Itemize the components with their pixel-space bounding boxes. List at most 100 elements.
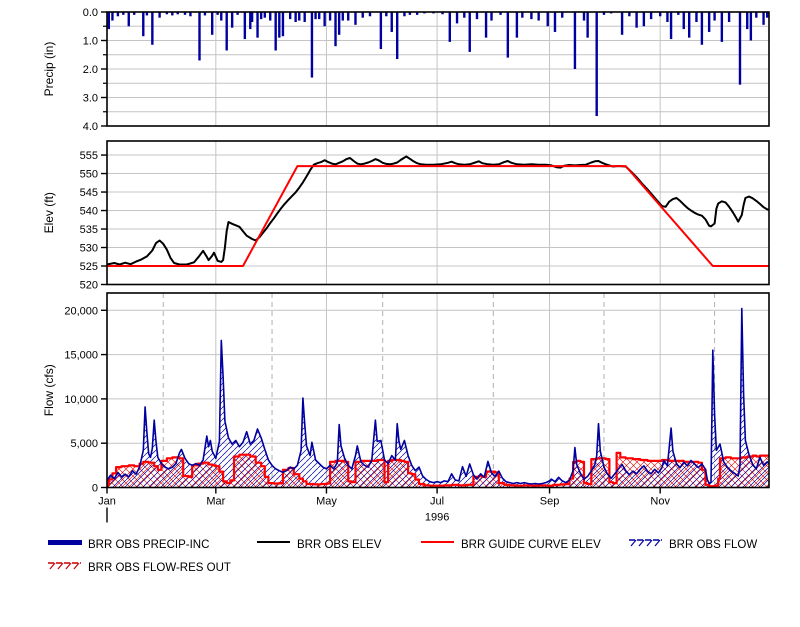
precip-bar: [171, 12, 174, 16]
precip-bar: [475, 12, 479, 20]
precip-bar: [515, 12, 519, 38]
precip-bar: [765, 12, 769, 18]
precip-bar: [281, 12, 285, 37]
legend-label: BRR OBS FLOW: [669, 539, 758, 551]
precip-bar: [216, 12, 219, 15]
precip-bar: [111, 12, 114, 21]
precip-bar: [677, 12, 680, 15]
guide-curve-swatch-icon: [421, 536, 455, 554]
elev-panel: 520 525 530 535 540 545 550 555 Elev (ft): [42, 140, 770, 292]
swatch-hatch-tick: [49, 562, 56, 570]
precip-bar: [354, 12, 357, 25]
obs-elev-swatch-icon: [257, 536, 291, 554]
precip-bar: [582, 12, 586, 21]
precip-bar: [298, 12, 301, 21]
precip-bar: [328, 12, 332, 21]
precip-bar: [203, 12, 207, 16]
legend-label: BRR GUIDE CURVE ELEV: [461, 539, 601, 551]
y-tick-label: 525: [80, 261, 98, 273]
y-tick-label: 4.0: [83, 121, 98, 133]
precip-bar: [530, 12, 533, 20]
precip-bar: [521, 12, 524, 18]
precip-bar: [236, 12, 239, 15]
y-tick-label: 3.0: [83, 93, 98, 105]
legend-item-guide-curve: BRR GUIDE CURVE ELEV: [421, 536, 601, 551]
precip-bar: [145, 12, 149, 16]
precip-bar: [183, 12, 187, 15]
y-tick-label: 545: [80, 187, 98, 199]
precip-bar: [762, 12, 765, 25]
precip-bar: [303, 12, 306, 22]
precip-bar: [463, 12, 466, 18]
legend-label: BRR OBS PRECIP-INC: [88, 539, 210, 551]
precip-bar: [561, 12, 564, 18]
y-tick-label: 20,000: [64, 305, 98, 317]
y-tick-label: 15,000: [64, 350, 98, 362]
precip-bar: [225, 12, 228, 51]
swatch-hatch-tick: [630, 539, 637, 547]
precip-bar: [635, 12, 638, 28]
y-axis-title: Precip (in): [42, 42, 56, 97]
precip-bar: [408, 12, 412, 15]
precip-bar: [122, 12, 125, 15]
obs-flow-swatch-icon: [629, 536, 663, 554]
flow-res-out-swatch-icon: [48, 559, 82, 577]
plot-background: [107, 141, 769, 285]
precip-bar: [738, 12, 742, 85]
swatch-hatch-tick: [57, 562, 64, 570]
precip-bar: [700, 12, 704, 45]
precip-bar: [158, 12, 161, 18]
y-tick-label: 530: [80, 243, 98, 255]
y-axis-title: Flow (cfs): [42, 364, 56, 416]
precip-bar: [390, 12, 393, 32]
legend-item-flow-res-out: BRR OBS FLOW-RES OUT: [48, 559, 231, 574]
precip-bar: [127, 12, 130, 27]
precip-bar: [269, 12, 272, 21]
precip-bar: [649, 12, 653, 20]
precip-panel: 0.0 1.0 2.0 3.0 4.0 Precip (in): [42, 7, 770, 133]
legend-swatch: [48, 540, 82, 545]
brr-obs-elev-line: [106, 155, 770, 266]
precip-bar: [713, 12, 716, 21]
precip-bar: [288, 12, 292, 20]
x-tick-label: Sep: [540, 496, 560, 508]
legend-label: BRR OBS FLOW-RES OUT: [88, 562, 231, 574]
precip-bar: [385, 12, 388, 17]
y-tick-label: 550: [80, 169, 98, 181]
swatch-hatch-tick: [638, 539, 645, 547]
y-axis-title: Elev (ft): [42, 192, 56, 233]
precip-bar: [230, 12, 234, 28]
precip-bar: [341, 12, 344, 21]
precip-bar: [687, 12, 691, 38]
precip-bar: [347, 12, 350, 21]
precip-bar: [210, 12, 214, 35]
x-axis: Jan Mar May Jul Sep Nov 1996: [98, 487, 670, 524]
panel-border: [106, 292, 770, 489]
precip-bar: [379, 12, 383, 50]
precip-bar: [116, 12, 120, 17]
precip-bar: [310, 12, 314, 78]
precip-bar: [484, 12, 488, 38]
y-tick-label: 10,000: [64, 394, 98, 406]
precip-bar: [720, 12, 724, 42]
swatch-hatch-tick: [65, 562, 72, 570]
panel-border: [106, 140, 770, 286]
y-tick-label: 555: [80, 150, 98, 162]
precip-bar: [707, 12, 711, 32]
precip-bar: [666, 12, 669, 22]
precip-bar: [455, 12, 459, 24]
precip-bar: [595, 12, 598, 117]
y-tick-label: 535: [80, 224, 98, 236]
precip-bar: [133, 12, 136, 15]
y-tick-label: 5,000: [70, 438, 98, 450]
swatch-bar: [48, 540, 82, 545]
swatch-hatch-tick: [654, 539, 661, 547]
precip-bar: [151, 12, 154, 45]
precip-bar: [628, 12, 631, 17]
precip-bars: [107, 12, 769, 117]
precip-bar: [642, 12, 646, 27]
precip-bar: [669, 12, 673, 40]
swatch-hatch-tick: [646, 539, 653, 547]
brr-obs-flow-line: [106, 307, 770, 485]
precip-bar: [250, 12, 254, 22]
